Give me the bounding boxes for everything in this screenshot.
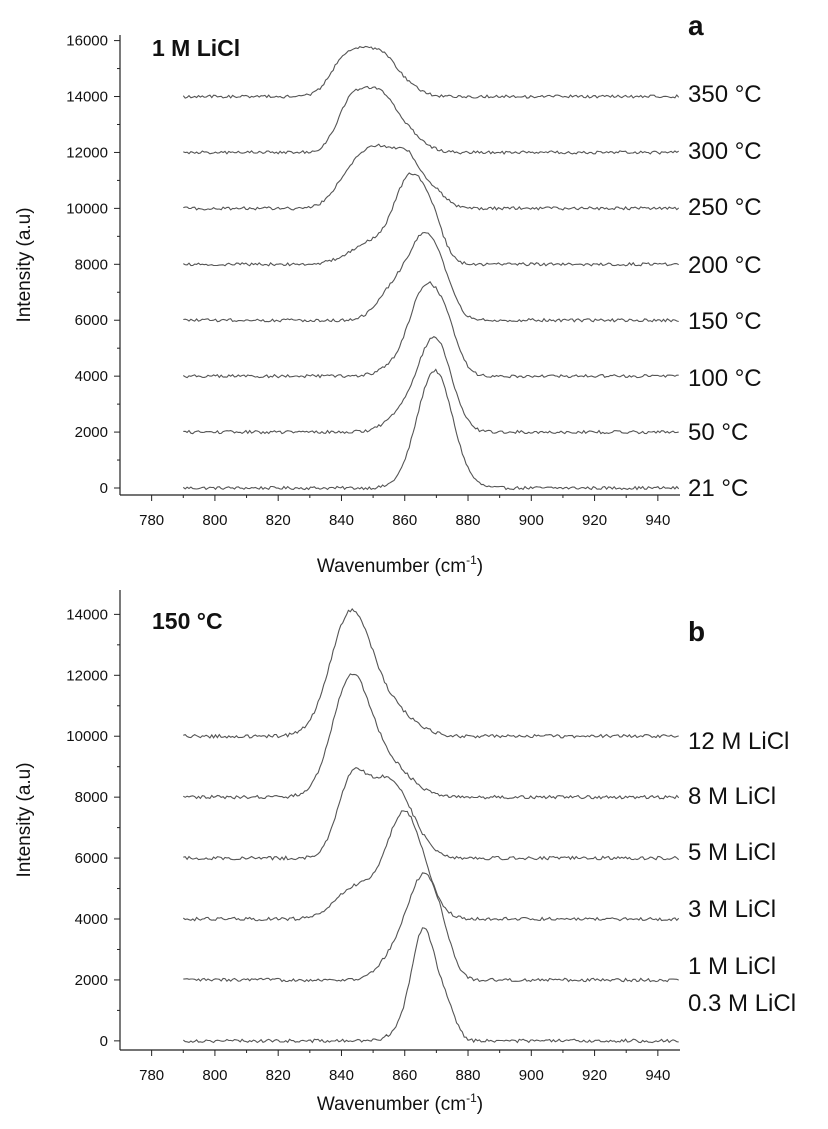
- panel-b-x-tick-label: 860: [392, 1067, 417, 1084]
- panel-b-series-line: [183, 673, 680, 800]
- panel-a-y-tick-label: 8000: [75, 256, 108, 273]
- panel-a-series-line: [183, 336, 679, 435]
- panel-a-y-axis-title: Intensity (a.u): [14, 207, 35, 322]
- panel-a-series-label: 200 °C: [688, 252, 762, 279]
- panel-b-x-tick-label: 800: [202, 1067, 227, 1084]
- panel-b-y-tick-label: 14000: [66, 606, 108, 623]
- panel-b-y-tick-label: 2000: [75, 972, 108, 989]
- panel-b-x-tick-label: 880: [456, 1067, 481, 1084]
- panel-a-series-line: [182, 280, 679, 379]
- panel-a-series-label: 21 °C: [688, 475, 748, 502]
- panel-a-y-tick-label: 2000: [75, 424, 108, 441]
- panel-a-x-tick-label: 780: [139, 512, 164, 529]
- panel-b-y-tick-label: 4000: [75, 911, 108, 928]
- panel-a-chart: 0 2000 4000 6000 8000 10000 12000 14000 16000 780…: [14, 10, 762, 577]
- panel-a-x-tick-label: 880: [456, 512, 481, 529]
- panel-a-y-tick-label: 10000: [66, 200, 108, 217]
- panel-b-series-line: [183, 607, 679, 739]
- panel-a-y-tick-label: 16000: [66, 33, 108, 50]
- panel-b-y-axis-title: Intensity (a.u): [14, 762, 35, 877]
- panel-a-x-tick-label: 920: [582, 512, 607, 529]
- panel-b-letter: b: [688, 616, 705, 647]
- panel-a-series-label: 50 °C: [688, 419, 748, 446]
- panel-a-x-tick-label: 860: [392, 512, 417, 529]
- panel-b-x-tick-label: 780: [139, 1067, 164, 1084]
- panel-a-x-tick-label: 940: [645, 512, 670, 529]
- panel-b-series-line: [182, 927, 679, 1044]
- panel-b-x-tick-label: 900: [519, 1067, 544, 1084]
- panel-a-x-tick-label: 900: [519, 512, 544, 529]
- panel-b-series-label: 8 M LiCl: [688, 783, 776, 810]
- panel-b-series-label: 12 M LiCl: [688, 728, 789, 755]
- panel-a-x-tick-label: 840: [329, 512, 354, 529]
- panel-b-y-tick-label: 8000: [75, 789, 108, 806]
- panel-b-x-tick-label: 920: [582, 1067, 607, 1084]
- panel-a-x-axis-title: Wavenumber (cm-1): [317, 553, 483, 577]
- panel-a-series-line: [183, 172, 679, 267]
- panel-b-chart: 0 2000 4000 6000 8000 10000 12000 14000 780 800 82…: [14, 590, 796, 1115]
- panel-b-series-line: [182, 810, 680, 922]
- panel-a-x-tick-label: 800: [202, 512, 227, 529]
- panel-b-x-tick-label: 820: [266, 1067, 291, 1084]
- panel-b-series-line: [183, 766, 680, 861]
- panel-b-series-label: 1 M LiCl: [688, 953, 776, 980]
- panel-b-y-tick-label: 10000: [66, 728, 108, 745]
- panel-a-y-tick-label: 0: [100, 480, 108, 497]
- panel-a-letter: a: [688, 10, 704, 41]
- panel-b-y-tick-label: 6000: [75, 850, 108, 867]
- panel-b-series-label: 3 M LiCl: [688, 896, 776, 923]
- panel-a-series-line: [182, 368, 680, 491]
- panel-b-series-label: 5 M LiCl: [688, 839, 776, 866]
- panel-a-series-line: [182, 45, 680, 99]
- panel-b-y-tick-label: 0: [100, 1033, 108, 1050]
- panel-a-series-line: [183, 143, 680, 211]
- panel-a-y-tick-label: 14000: [66, 89, 108, 106]
- panel-b-series-line: [183, 872, 679, 983]
- panel-b-y-tick-label: 12000: [66, 667, 108, 684]
- panel-a-y-tick-label: 6000: [75, 312, 108, 329]
- panel-a-series-line: [183, 231, 679, 323]
- panel-a-series-label: 150 °C: [688, 308, 762, 335]
- panel-a-y-tick-label: 4000: [75, 368, 108, 385]
- panel-a-series-line: [183, 85, 679, 155]
- panel-b-series-label: 0.3 M LiCl: [688, 990, 796, 1017]
- panel-a-series-label: 300 °C: [688, 138, 762, 165]
- panel-a-x-tick-label: 820: [266, 512, 291, 529]
- panel-a-condition-label: 1 M LiCl: [152, 35, 240, 61]
- panel-b-x-tick-label: 940: [645, 1067, 670, 1084]
- panel-a-series-label: 250 °C: [688, 194, 762, 221]
- panel-a-y-tick-label: 12000: [66, 144, 108, 161]
- panel-b-x-axis-title: Wavenumber (cm-1): [317, 1091, 483, 1115]
- panel-a-series-label: 350 °C: [688, 81, 762, 108]
- panel-a-series-label: 100 °C: [688, 365, 762, 392]
- panel-b-condition-label: 150 °C: [152, 608, 223, 634]
- panel-b-x-tick-label: 840: [329, 1067, 354, 1084]
